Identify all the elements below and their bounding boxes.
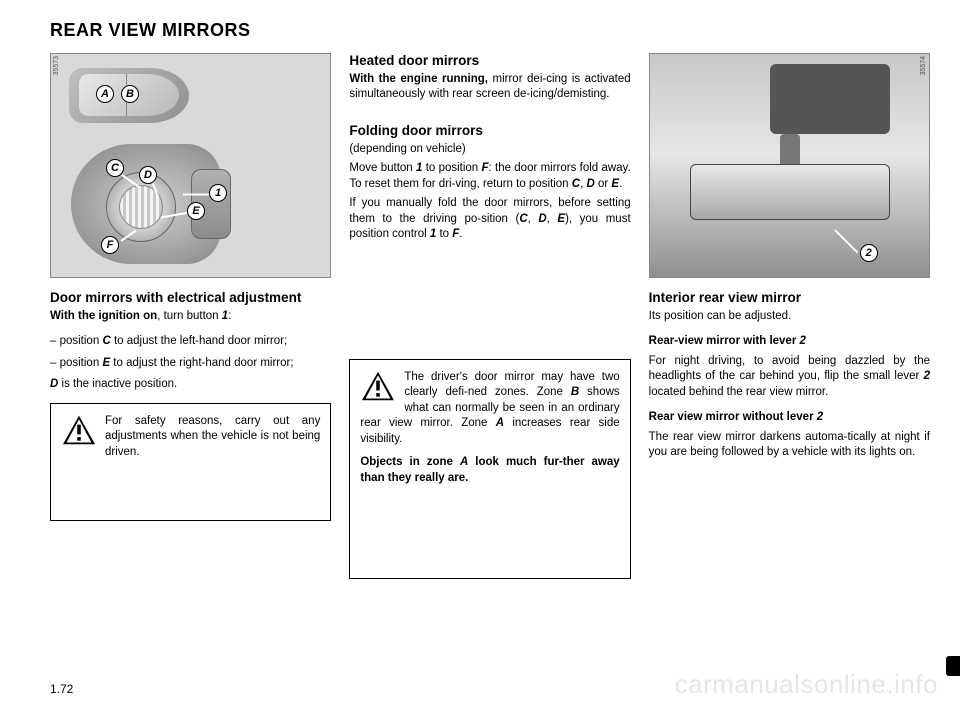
- mirror-stem: [780, 134, 800, 168]
- text-bold: Rear view mirror without lever 2: [649, 411, 824, 423]
- text: – position: [50, 335, 102, 347]
- page-title: REAR VIEW MIRRORS: [50, 20, 930, 41]
- heading-interior: Interior rear view mirror: [649, 290, 930, 307]
- lead-line: [183, 194, 209, 196]
- list-item-E: – position E to adjust the right-hand do…: [50, 356, 331, 372]
- para-heated: With the engine running, mirror dei-cing…: [349, 72, 630, 103]
- callout-F: F: [101, 236, 119, 254]
- text: is the inactive position.: [58, 378, 177, 390]
- callout-E: E: [187, 202, 205, 220]
- para-inactive: D is the inactive position.: [50, 377, 331, 393]
- warning-text: For safety reasons, carry out any adjust…: [105, 415, 320, 458]
- text: :: [228, 310, 231, 322]
- ref-E: E: [102, 357, 110, 369]
- rearview-mirror: [690, 164, 890, 220]
- text-bold: With the ignition on: [50, 310, 157, 322]
- heading-without-lever: Rear view mirror without lever 2: [649, 410, 930, 426]
- column-2: Heated door mirrors With the engine runn…: [349, 53, 630, 579]
- callout-1: 1: [209, 184, 227, 202]
- callout-C: C: [106, 159, 124, 177]
- figure-number: 35573: [53, 56, 60, 75]
- ref-C: C: [102, 335, 110, 347]
- list-item-C: – position C to adjust the left-hand doo…: [50, 334, 331, 350]
- text: to adjust the right-hand door mirror;: [110, 357, 293, 369]
- para-ignition: With the ignition on, turn button 1:: [50, 309, 331, 325]
- edge-tab: [946, 656, 960, 676]
- heading-electrical-adjust: Door mirrors with electrical adjustment: [50, 290, 331, 307]
- warning-p2: Objects in zone A look much fur-ther awa…: [360, 456, 619, 484]
- para-without-lever: The rear view mirror darkens automa-tica…: [649, 430, 930, 461]
- callout-2: 2: [860, 244, 878, 262]
- spacer: [360, 447, 619, 455]
- para-fold-main: Move button 1 to position F: the door mi…: [349, 161, 630, 192]
- figure-interior-mirror: 35574 2: [649, 53, 930, 278]
- figure-door-controls: 35573 A B C D E 1 F: [50, 53, 331, 278]
- figure-number: 35574: [920, 56, 927, 75]
- page: REAR VIEW MIRRORS 35573 A B C D E: [0, 0, 960, 710]
- para-depending: (depending on vehicle): [349, 142, 630, 158]
- text-bold: With the engine running,: [349, 73, 488, 85]
- heading-heated: Heated door mirrors: [349, 53, 630, 70]
- callout-D: D: [139, 166, 157, 184]
- spacer: [349, 253, 630, 349]
- spacer: [349, 113, 630, 123]
- warning-icon: [360, 370, 396, 402]
- callout-B: B: [121, 85, 139, 103]
- text: – position: [50, 357, 102, 369]
- page-number: 1.72: [50, 682, 73, 696]
- text-bold: Rear-view mirror with lever 2: [649, 335, 806, 347]
- para-with-lever: For night driving, to avoid being dazzle…: [649, 354, 930, 401]
- heading-folding: Folding door mirrors: [349, 123, 630, 140]
- columns: 35573 A B C D E 1 F: [50, 53, 930, 579]
- overhead-console: [770, 64, 890, 134]
- warning-p1: The driver's door mirror may have two cl…: [360, 371, 619, 445]
- callout-A: A: [96, 85, 114, 103]
- warning-box-safety: For safety reasons, carry out any adjust…: [50, 403, 331, 521]
- warning-box-zones: The driver's door mirror may have two cl…: [349, 359, 630, 579]
- text: to adjust the left-hand door mirror;: [111, 335, 287, 347]
- column-1: 35573 A B C D E 1 F: [50, 53, 331, 579]
- para-fold-manual: If you manually fold the door mirrors, b…: [349, 196, 630, 243]
- heading-with-lever: Rear-view mirror with lever 2: [649, 334, 930, 350]
- column-3: 35574 2 Interior rear view mirror Its po…: [649, 53, 930, 579]
- text: , turn button: [157, 310, 222, 322]
- para-interior: Its position can be adjusted.: [649, 309, 930, 325]
- warning-icon: [61, 414, 97, 446]
- watermark: carmanualsonline.info: [675, 669, 938, 700]
